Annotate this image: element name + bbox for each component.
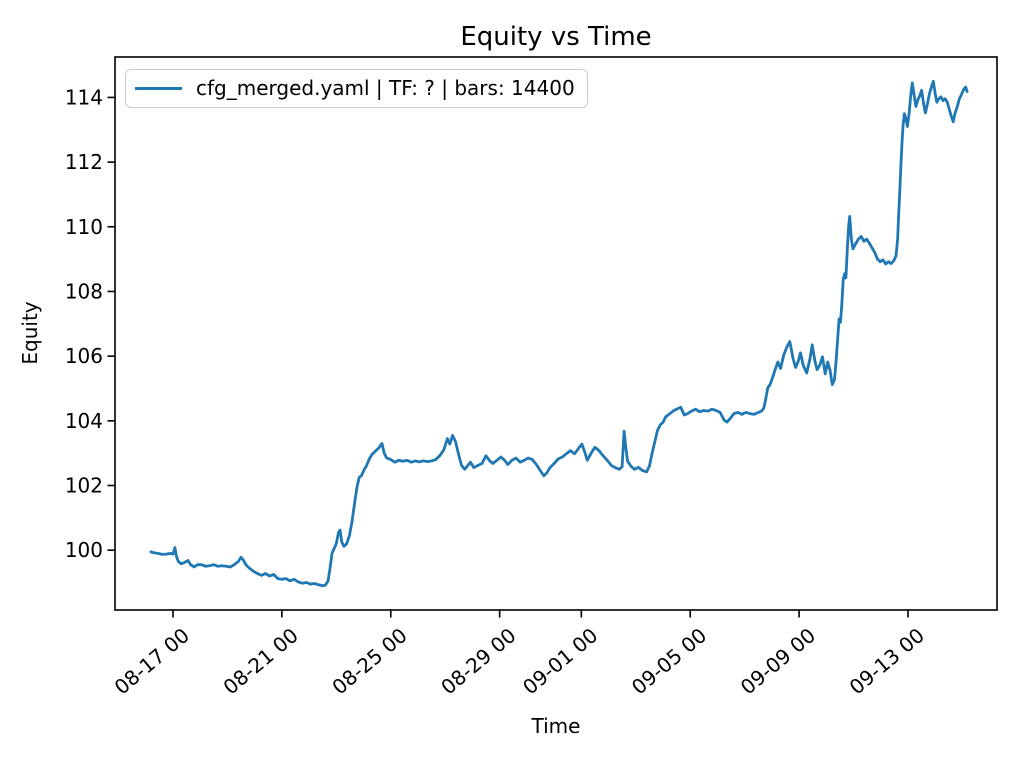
- legend-line-swatch: [135, 86, 182, 90]
- chart-title: Equity vs Time: [460, 22, 652, 52]
- x-tick-label: 08-17 00: [110, 623, 194, 699]
- y-tick-label: 104: [65, 409, 103, 433]
- x-tick-label: 08-25 00: [327, 623, 411, 699]
- y-tick-label: 114: [65, 85, 103, 109]
- x-tick-label: 08-29 00: [436, 623, 520, 699]
- y-tick-label: 106: [65, 344, 103, 368]
- y-tick-label: 112: [65, 150, 103, 174]
- x-tick-label: 09-01 00: [518, 623, 602, 699]
- y-tick-label: 100: [65, 538, 103, 562]
- y-tick-label: 108: [65, 279, 103, 303]
- x-axis-label: Time: [531, 714, 581, 738]
- y-tick-label: 102: [65, 473, 103, 497]
- legend-label: cfg_merged.yaml | TF: ? | bars: 14400: [196, 76, 575, 100]
- y-tick-label: 110: [65, 215, 103, 239]
- x-tick-label: 08-21 00: [219, 623, 303, 699]
- x-tick-label: 09-09 00: [736, 623, 820, 699]
- axes-frame: [114, 56, 998, 611]
- equity-line: [149, 79, 969, 588]
- y-axis-label: Equity: [18, 301, 42, 365]
- x-tick-label: 09-05 00: [627, 623, 711, 699]
- legend: cfg_merged.yaml | TF: ? | bars: 14400: [125, 69, 588, 108]
- x-tick-label: 09-13 00: [845, 623, 929, 699]
